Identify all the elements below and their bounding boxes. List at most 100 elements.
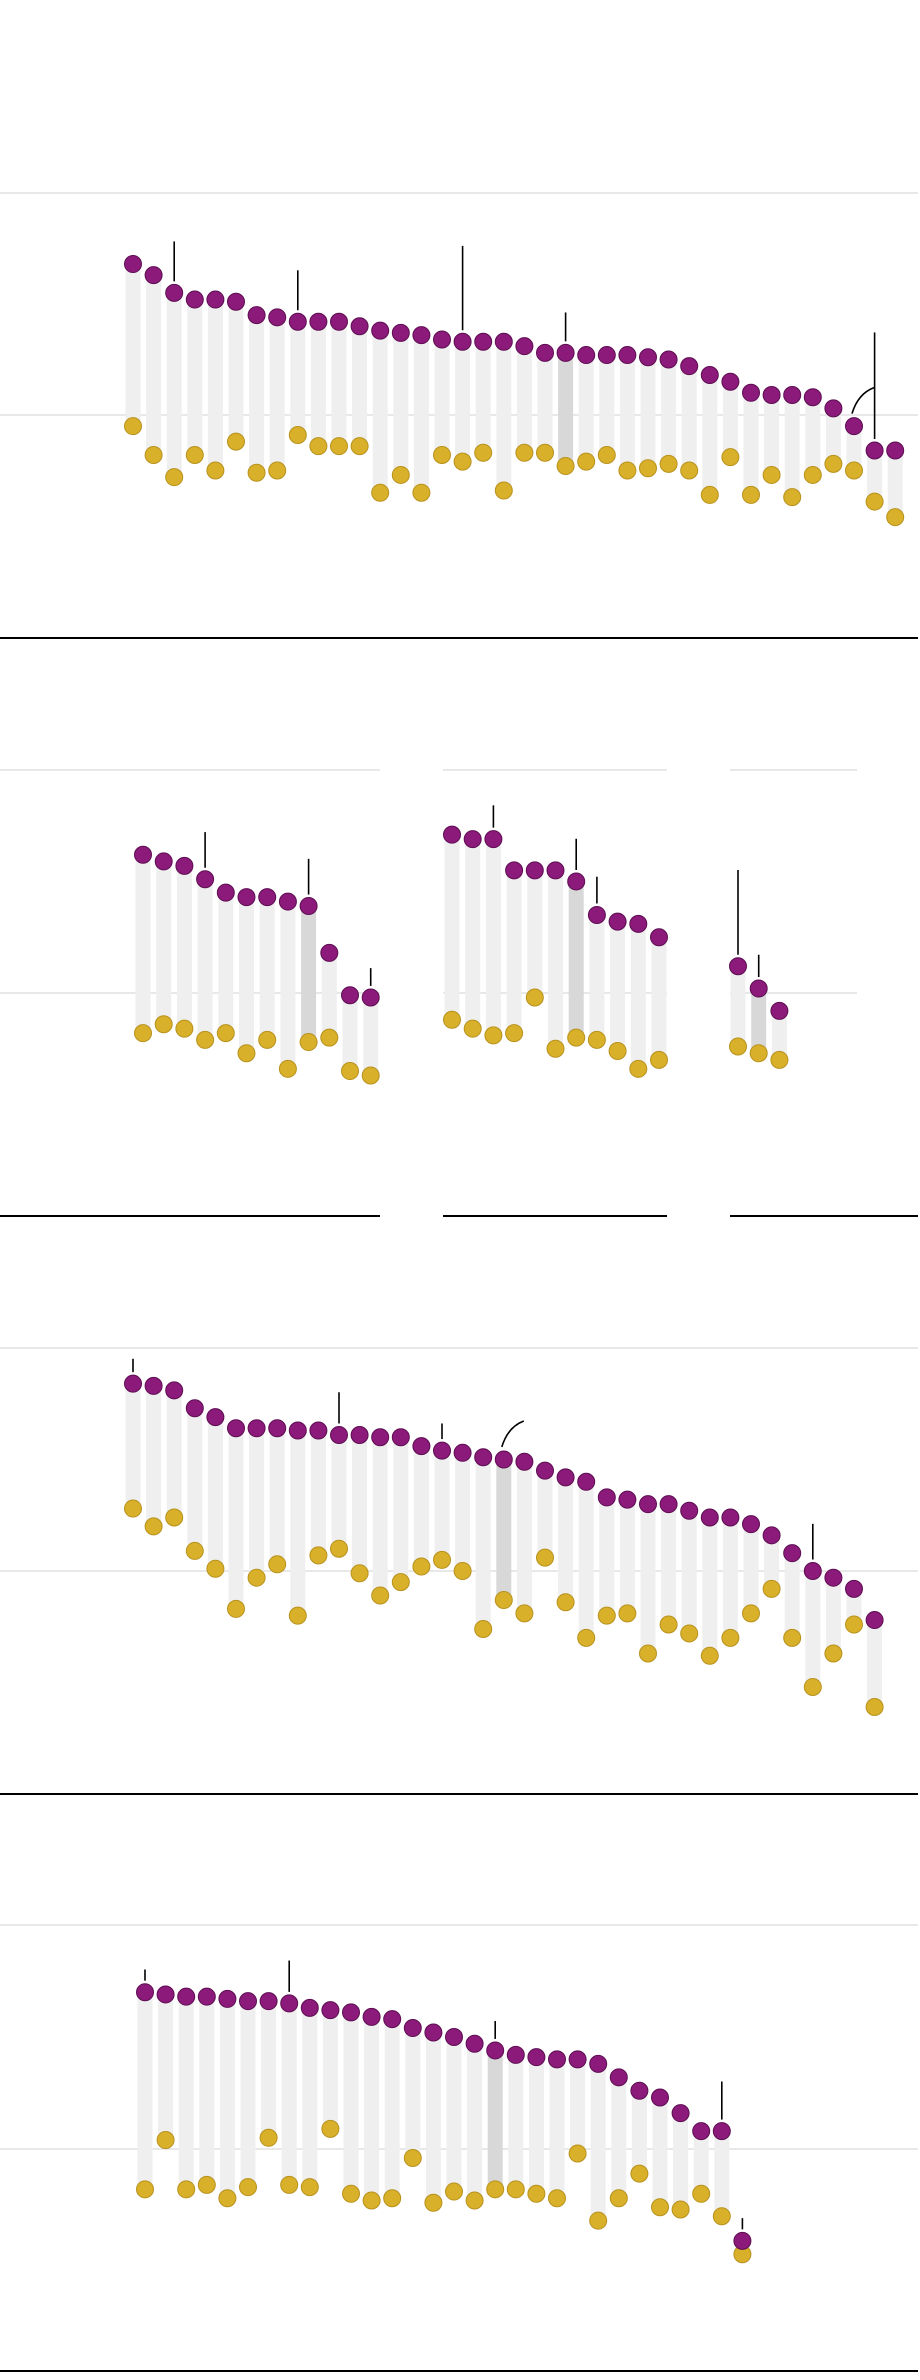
gold-dot [506, 2180, 525, 2199]
purple-dot [824, 1568, 843, 1587]
range-bar [558, 1477, 574, 1603]
gold-dot [463, 1019, 482, 1038]
range-bar [187, 299, 203, 455]
gold-dot [845, 1615, 863, 1634]
range-bar [321, 952, 337, 1038]
gold-dot [783, 488, 802, 507]
gold-dot [486, 2180, 505, 2199]
range-bar [269, 1428, 285, 1565]
gold-dot [197, 2175, 216, 2194]
range-bar [630, 923, 646, 1069]
purple-dot [536, 1461, 554, 1480]
purple-dot [258, 888, 277, 907]
gold-dot [341, 1062, 359, 1081]
purple-dot [845, 1579, 863, 1598]
gold-dot [783, 1628, 802, 1647]
purple-dot [587, 905, 606, 924]
gold-dot [824, 1644, 843, 1663]
purple-dot [567, 872, 586, 891]
gold-dot [567, 1028, 586, 1047]
range-bar [125, 264, 141, 427]
purple-dot [659, 350, 678, 369]
purple-dot [556, 343, 575, 362]
range-bar [619, 1499, 635, 1614]
range-bar [496, 341, 512, 491]
range-bar [527, 870, 543, 998]
panel-1 [0, 192, 918, 639]
gold-dot [134, 1024, 152, 1043]
range-bar [434, 1450, 450, 1560]
purple-dot [227, 292, 245, 311]
purple-dot [609, 2068, 628, 2087]
gold-dot [762, 465, 781, 484]
purple-dot [783, 386, 802, 405]
range-bar [589, 914, 605, 1040]
range-bar [722, 1517, 738, 1638]
range-bar [475, 341, 491, 453]
gold-dot [527, 2184, 546, 2203]
purple-dot [268, 1419, 287, 1438]
purple-dot [453, 332, 472, 351]
range-bar [475, 1457, 491, 1629]
range-bar [485, 839, 501, 1036]
range-bar [506, 870, 522, 1034]
purple-dot [721, 1508, 740, 1527]
purple-dot [391, 323, 410, 342]
gold-dot [729, 1037, 747, 1056]
purple-dot [185, 290, 204, 309]
gold-dot [659, 454, 678, 473]
gold-dot [350, 437, 369, 456]
gold-dot [362, 2191, 381, 2210]
purple-dot [268, 308, 287, 327]
range-bar [413, 335, 429, 493]
gold-dot [556, 457, 575, 476]
gold-dot [280, 2175, 299, 2194]
range-bar [158, 1994, 174, 2141]
gold-dot [548, 2189, 566, 2208]
range-bar [146, 275, 162, 455]
gold-dot [494, 1590, 513, 1609]
range-bar [702, 1517, 718, 1656]
range-bar [434, 339, 450, 455]
gold-dot [803, 465, 822, 484]
purple-dot [453, 1443, 472, 1462]
purple-dot [185, 1399, 204, 1418]
gold-dot [494, 481, 513, 500]
gold-dot [412, 483, 431, 502]
purple-dot [630, 2081, 649, 2100]
purple-dot [639, 348, 657, 367]
range-bar [467, 2043, 483, 2201]
range-bar [269, 317, 285, 471]
gold-dot [886, 508, 905, 527]
range-bar [219, 1998, 235, 2199]
range-bar [178, 1996, 194, 2190]
purple-dot [156, 1985, 175, 2004]
purple-dot [597, 1488, 616, 1507]
purple-dot [629, 914, 648, 933]
range-bar [393, 1437, 409, 1583]
gold-dot [680, 1624, 699, 1643]
range-bar [661, 1504, 677, 1625]
range-bar [568, 881, 584, 1038]
gold-dot [453, 1562, 472, 1580]
gold-dot [589, 2211, 608, 2230]
purple-dot [762, 386, 781, 405]
purple-dot [729, 957, 747, 976]
purple-dot [371, 1428, 390, 1447]
range-bar [846, 1588, 862, 1625]
range-bar [125, 1383, 141, 1509]
range-bar [714, 2131, 730, 2217]
range-bar [322, 2010, 338, 2129]
range-bar [661, 359, 677, 464]
purple-dot [391, 1428, 410, 1447]
gold-dot [484, 1026, 503, 1045]
range-bar [681, 366, 697, 471]
purple-dot [288, 312, 307, 331]
gold-dot [288, 1606, 307, 1625]
range-bar [805, 397, 821, 475]
range-bar [599, 355, 615, 455]
gold-dot [712, 2207, 731, 2226]
gold-dot [268, 1555, 287, 1574]
range-bar [240, 2001, 256, 2188]
range-bar [652, 2097, 668, 2208]
